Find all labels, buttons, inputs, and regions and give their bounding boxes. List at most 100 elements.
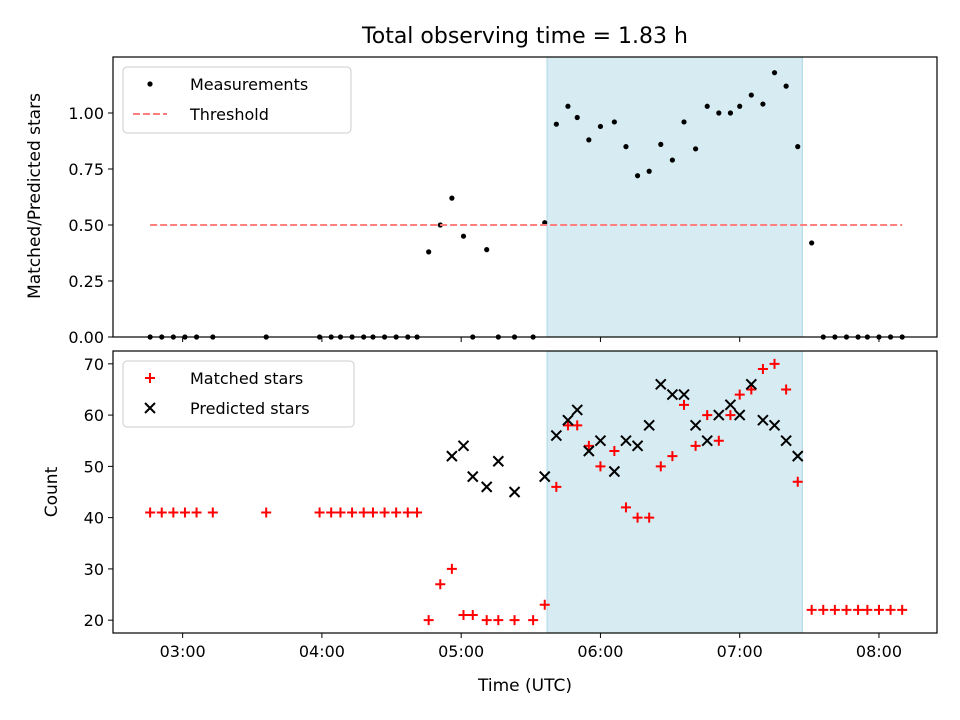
predicted-star-point [492, 455, 505, 467]
predicted-star-point [643, 419, 655, 432]
matched-star-point [379, 507, 390, 518]
matched-star-point [391, 507, 402, 518]
y-tick-label: 60 [84, 406, 104, 425]
y-tick-label: 0.50 [68, 216, 104, 235]
predicted-star-point [701, 435, 713, 447]
measurement-point [795, 144, 801, 150]
y-tick-label: 50 [84, 457, 104, 476]
predicted-star-point [780, 435, 792, 447]
matched-star-point [583, 440, 594, 451]
matched-star-point [412, 507, 423, 518]
legend-label: Threshold [189, 105, 269, 124]
matched-star-point [873, 604, 884, 615]
matched-star-point [458, 610, 469, 621]
measurement-point [704, 103, 710, 109]
predicted-star-point [757, 414, 769, 426]
matched-star-point [423, 615, 434, 626]
predicted-star-point [792, 450, 804, 462]
y-tick-label: 70 [84, 355, 104, 374]
measurement-point [771, 70, 778, 76]
matched-star-point [862, 604, 873, 615]
matched-star-point [818, 604, 829, 615]
matched-star-point [572, 420, 583, 431]
measurement-point [586, 137, 592, 143]
matched-star-point [655, 461, 666, 472]
predicted-star-point [678, 388, 690, 401]
predicted-star-point [733, 409, 746, 421]
x-tick-label: 05:00 [438, 642, 484, 661]
matched-star-point [595, 461, 606, 472]
matched-star-point [725, 410, 736, 421]
matched-star-point [168, 507, 179, 518]
matched-star-point [620, 502, 631, 513]
measurement-point [597, 123, 604, 130]
matched-star-point [435, 579, 446, 590]
legend-label: Matched stars [190, 369, 303, 388]
predicted-star-point [508, 486, 521, 498]
legend-label: Predicted stars [190, 399, 310, 418]
matched-star-point [528, 615, 539, 626]
measurement-point [565, 103, 571, 109]
predicted-star-point [655, 378, 667, 391]
predicted-star-point [768, 419, 781, 432]
matched-star-point [632, 512, 643, 523]
matched-star-point [207, 507, 218, 518]
top-ylabel: Matched/Predicted stars [25, 93, 45, 299]
legend: Matched stars Predicted stars [122, 360, 355, 428]
predicted-star-point [666, 388, 679, 401]
measurement-point [727, 110, 734, 116]
measurement-point [646, 168, 652, 174]
matched-star-point [853, 604, 864, 615]
top-axes: 0.00 0.25 0.50 0.75 1.00 Measurements Threshol… [68, 56, 938, 347]
predicted-star-point [594, 435, 607, 447]
x-tick-label: 07:00 [717, 642, 763, 661]
measurement-point [574, 114, 580, 121]
matched-star-point [493, 615, 504, 626]
matched-star-point [467, 610, 478, 621]
predicted-star-point [550, 429, 563, 442]
matched-star-point [481, 615, 492, 626]
matched-star-point [347, 507, 358, 518]
predicted-star-point [583, 445, 595, 457]
predicted-star-point [571, 404, 583, 416]
predicted-star-point [480, 481, 493, 493]
predicted-star-point [724, 399, 737, 411]
matched-star-point [678, 399, 689, 410]
predicted-star-point [467, 470, 479, 483]
matched-star-point [702, 410, 713, 421]
legend-box [122, 360, 355, 428]
matched-star-point [713, 435, 724, 446]
y-tick-label: 0.00 [68, 328, 104, 347]
predicted-star-point [608, 465, 621, 478]
matched-star-point [156, 507, 167, 518]
legend-matched-swatch [145, 373, 155, 383]
x-tick-label: 03:00 [160, 642, 206, 661]
x-tick-label: 04:00 [299, 642, 345, 661]
matched-star-point [609, 445, 620, 456]
measurement-point [737, 103, 743, 109]
matched-star-point [897, 604, 908, 615]
legend-box [122, 66, 352, 134]
matched-star-point [367, 507, 378, 518]
axes-frame [112, 56, 938, 338]
predicted-star-point [713, 409, 725, 421]
y-tick-label: 40 [84, 509, 104, 528]
bottom-ylabel: Count [42, 466, 62, 517]
y-tick-label: 30 [84, 560, 104, 579]
legend-label: Measurements [190, 75, 308, 94]
matched-star-point [562, 420, 573, 431]
predicted-star-point [620, 435, 632, 447]
matched-star-point [358, 507, 369, 518]
bottom-xlabel: Time (UTC) [477, 676, 572, 696]
measurement-point [460, 233, 467, 239]
matched-star-point [690, 440, 701, 451]
matched-star-point [402, 507, 413, 518]
matched-star-point [446, 563, 457, 574]
measurement-point [693, 146, 699, 152]
matched-star-point [314, 507, 325, 518]
predicted-star-point [539, 470, 551, 483]
measurement-point [623, 144, 629, 150]
matched-star-point [806, 604, 817, 615]
matched-star-point [829, 604, 840, 615]
